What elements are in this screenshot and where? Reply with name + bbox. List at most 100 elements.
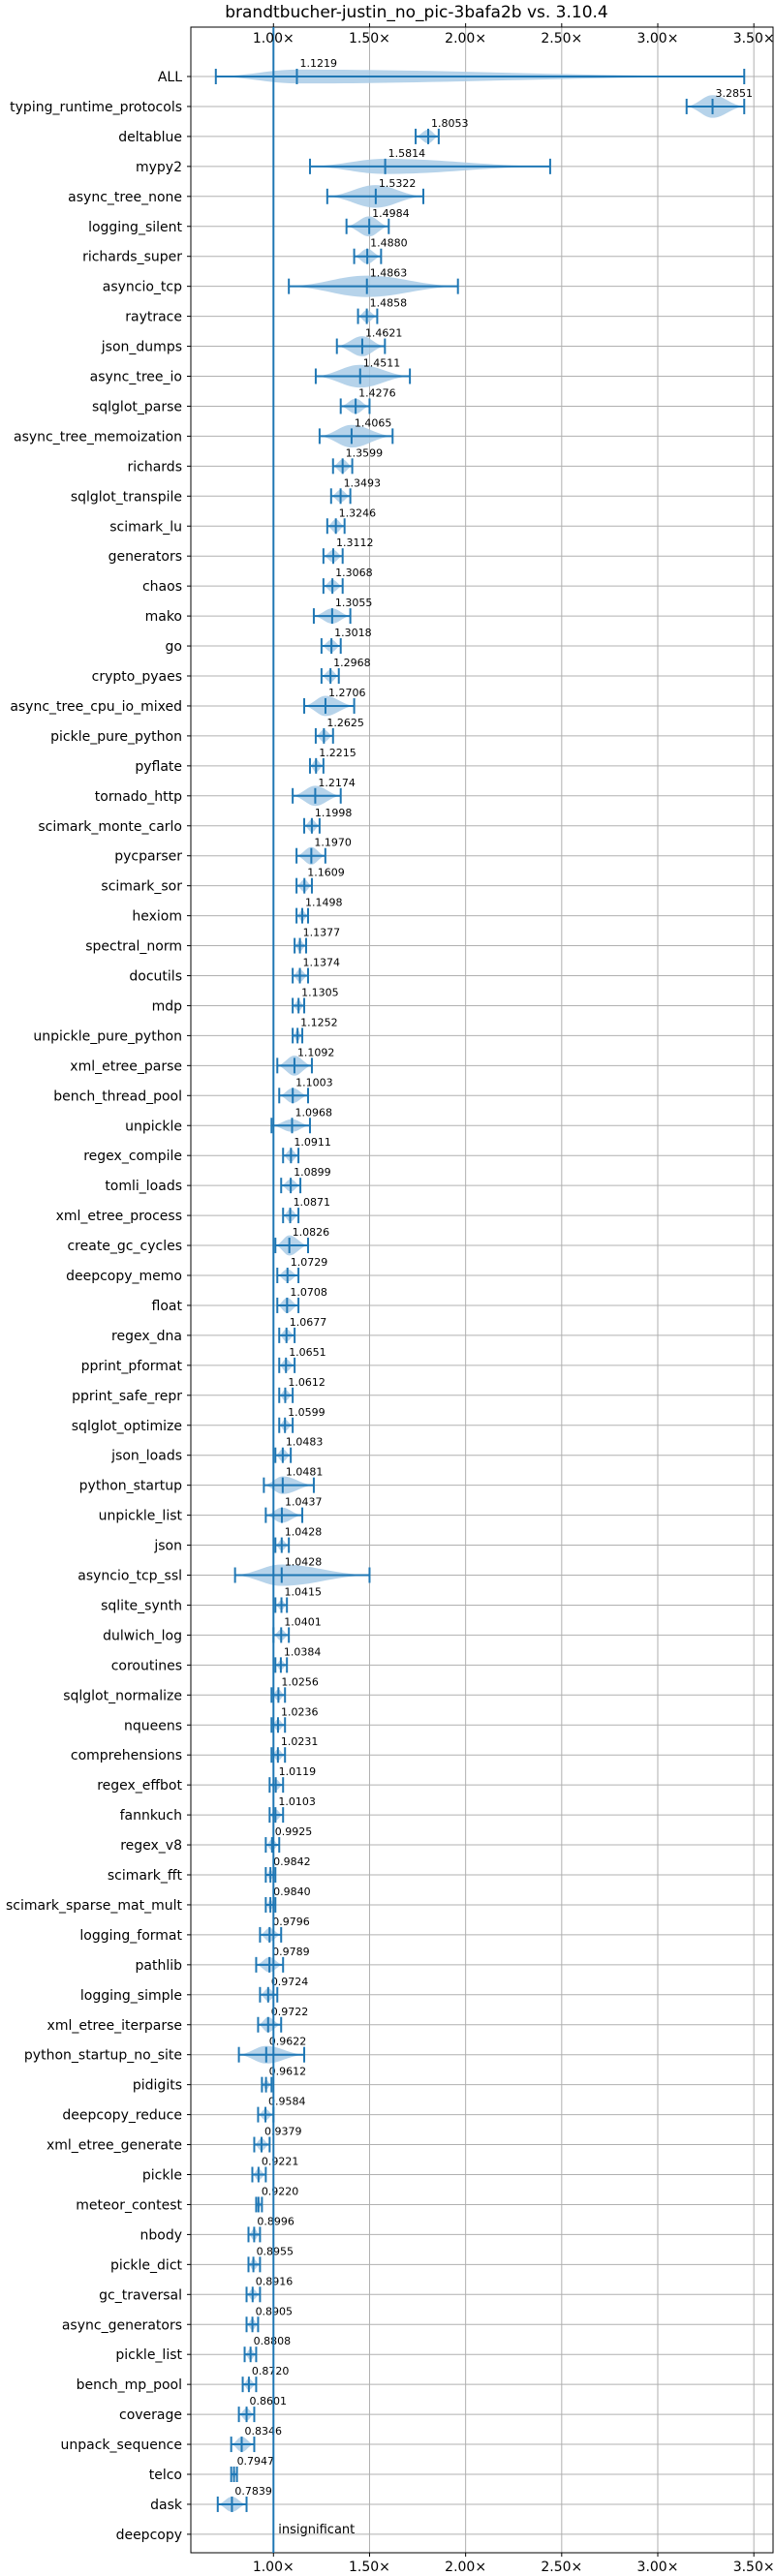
benchmark-label: raytrace [125, 310, 182, 325]
benchmark-label: docutils [129, 969, 182, 985]
benchmark-label: nqueens [124, 1718, 182, 1733]
benchmark-label: chaos [142, 579, 182, 595]
benchmark-label: unpack_sequence [61, 2438, 182, 2453]
value-label: 1.3068 [335, 567, 373, 579]
value-label: 0.8955 [257, 2245, 294, 2257]
value-label: 1.1998 [315, 807, 353, 819]
benchmark-label: scimark_lu [109, 519, 182, 535]
benchmark-label: deepcopy [116, 2528, 182, 2543]
value-label: 1.1374 [303, 957, 341, 969]
benchmark-label: bench_mp_pool [77, 2377, 182, 2393]
benchmark-label: python_startup_no_site [24, 2048, 182, 2064]
value-label: 0.9220 [262, 2185, 299, 2197]
value-label: 0.9840 [273, 1886, 311, 1898]
benchmark-label: regex_compile [83, 1149, 182, 1164]
value-label: 1.4863 [370, 267, 408, 280]
x-tick-label-bottom: 1.50× [349, 2560, 390, 2575]
value-label: 1.3018 [334, 627, 372, 639]
benchmark-label: pprint_pformat [81, 1359, 183, 1374]
benchmark-label: scimark_fft [108, 1868, 183, 1884]
benchmark-label: async_tree_io [90, 370, 182, 385]
value-label: 0.9584 [268, 2096, 306, 2108]
value-label: 1.0677 [290, 1316, 327, 1329]
value-label: 0.9925 [275, 1825, 313, 1838]
benchmark-label: scimark_monte_carlo [38, 819, 182, 835]
value-label: 0.8346 [244, 2425, 282, 2438]
benchmark-label: mdp [152, 998, 183, 1014]
value-label: 1.5814 [388, 147, 426, 160]
x-tick-label-bottom: 2.00× [445, 2560, 486, 2575]
benchmark-label: tornado_http [95, 789, 182, 805]
value-label: 1.0119 [279, 1765, 317, 1778]
value-label: 1.4276 [358, 386, 396, 399]
value-label: 1.2968 [333, 657, 371, 669]
x-tick-label-top: 1.00× [253, 31, 294, 46]
value-label: 1.4984 [372, 207, 410, 220]
benchmark-label: fannkuch [120, 1808, 182, 1824]
benchmark-label: float [152, 1299, 183, 1314]
benchmark-label: python_startup [79, 1479, 182, 1494]
value-label: 0.9612 [269, 2066, 307, 2078]
x-tick-label-bottom: 2.50× [541, 2560, 582, 2575]
value-label: 0.9622 [269, 2036, 307, 2048]
value-label: 1.3055 [335, 597, 373, 609]
value-label: 1.1252 [300, 1016, 338, 1028]
benchmark-label: sqlglot_normalize [63, 1688, 182, 1703]
plot-frame [190, 26, 774, 2554]
value-label: 1.0899 [294, 1166, 331, 1179]
benchmark-label: sqlglot_transpile [71, 489, 182, 505]
x-tick-label-top: 3.00× [637, 31, 679, 46]
value-label: 0.9796 [272, 1916, 310, 1928]
benchmark-label: telco [149, 2468, 182, 2483]
benchmark-label: dulwich_log [103, 1628, 182, 1643]
x-tick-label-top: 3.50× [733, 31, 775, 46]
value-label: 1.0911 [294, 1136, 331, 1149]
benchmark-label: asyncio_tcp [103, 280, 182, 295]
value-label: 1.1219 [299, 57, 337, 70]
benchmark-label: hexiom [132, 909, 182, 925]
value-label: 1.3493 [344, 476, 382, 489]
benchmark-label: regex_dna [111, 1329, 182, 1344]
benchmark-label: meteor_contest [76, 2197, 182, 2213]
benchmark-label: go [166, 639, 182, 655]
benchmark-label: deepcopy_memo [66, 1269, 182, 1284]
benchmark-label: pickle [142, 2168, 182, 2184]
value-label: 1.0612 [288, 1376, 326, 1389]
benchmark-label: mypy2 [136, 160, 182, 175]
value-label: 1.2706 [328, 687, 366, 699]
x-tick-label-bottom: 1.00× [253, 2560, 294, 2575]
value-label: 1.0729 [291, 1256, 328, 1269]
value-label: 1.1003 [295, 1076, 333, 1089]
value-label: 1.1305 [301, 986, 339, 998]
benchmark-label: async_tree_memoization [14, 429, 182, 445]
benchmark-label: sqlglot_optimize [72, 1419, 182, 1434]
value-label: 1.4880 [370, 237, 408, 250]
value-label: 1.0428 [285, 1526, 323, 1539]
benchmark-label: tomli_loads [105, 1179, 182, 1194]
x-tick-label-bottom: 3.00× [637, 2560, 679, 2575]
value-label: 1.0401 [284, 1615, 322, 1628]
benchmark-label: logging_silent [88, 220, 182, 235]
benchmark-label: logging_format [79, 1928, 182, 1944]
x-tick-label-top: 1.50× [349, 31, 390, 46]
benchmark-label: asyncio_tcp_ssl [78, 1569, 182, 1584]
value-label: 1.2625 [326, 717, 364, 729]
value-label: 1.3246 [339, 506, 377, 519]
value-label: 1.0256 [281, 1675, 319, 1688]
benchmark-label: regex_effbot [97, 1778, 182, 1794]
benchmark-label: xml_etree_iterparse [47, 2018, 182, 2034]
value-label: 1.0481 [286, 1466, 324, 1479]
value-label: 0.9722 [271, 2006, 309, 2018]
benchmark-label: xml_etree_generate [46, 2138, 182, 2154]
benchmark-label: logging_simple [80, 1988, 182, 2004]
benchmark-label: pprint_safe_repr [72, 1389, 182, 1404]
value-label: 1.0871 [294, 1196, 331, 1209]
value-label: 0.8996 [257, 2215, 294, 2227]
value-label: 1.0483 [286, 1436, 324, 1449]
benchmark-label: unpickle_pure_python [33, 1028, 182, 1044]
value-label: 0.8720 [252, 2365, 290, 2377]
benchmark-label: generators [108, 549, 182, 565]
value-label: 1.4065 [355, 416, 392, 429]
benchmark-label: pycparser [114, 849, 182, 865]
